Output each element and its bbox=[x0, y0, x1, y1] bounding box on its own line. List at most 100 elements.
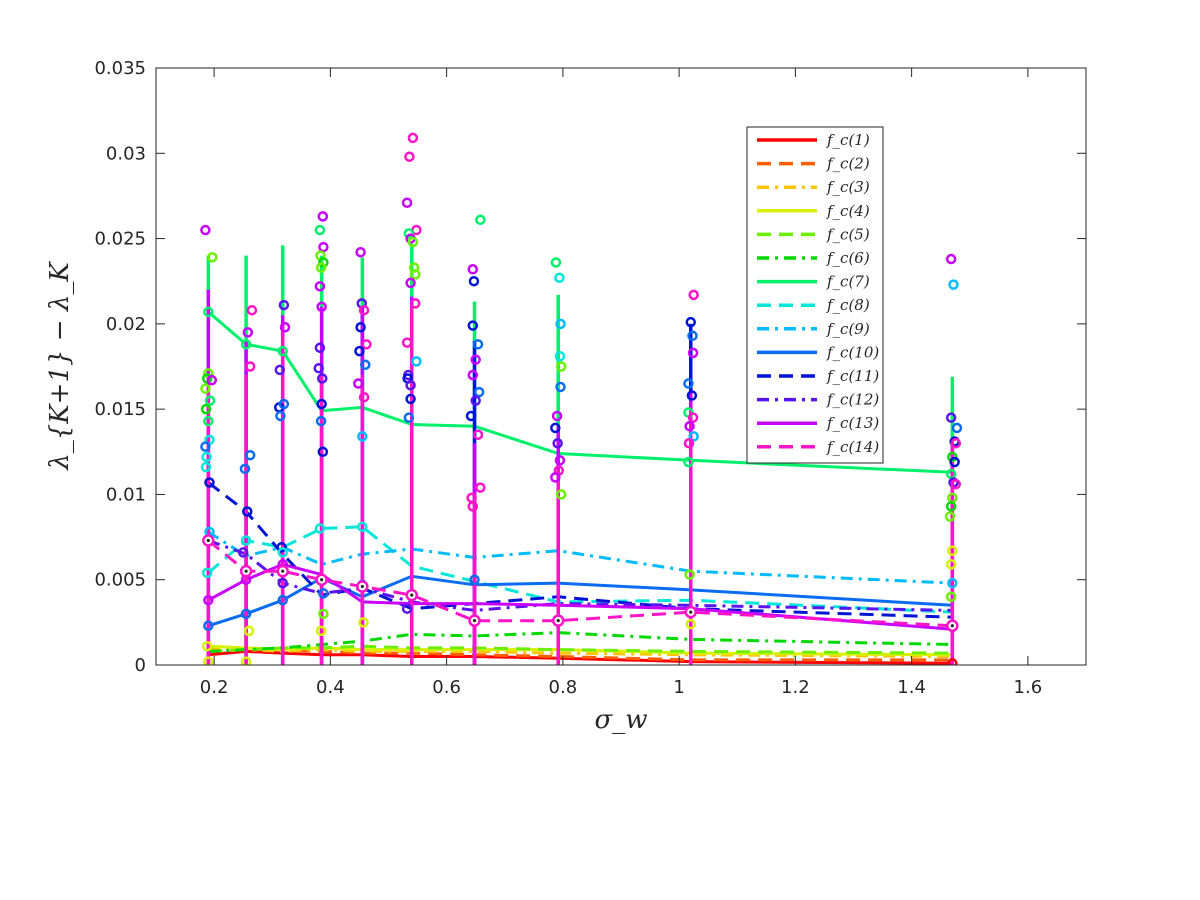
data-point bbox=[203, 656, 214, 665]
legend-label: f_c(13) bbox=[826, 414, 879, 432]
data-point bbox=[200, 383, 211, 394]
data-point bbox=[465, 410, 477, 422]
data-point bbox=[240, 608, 252, 620]
data-point bbox=[318, 608, 329, 620]
data-point bbox=[354, 345, 365, 357]
data-point bbox=[407, 132, 419, 144]
series-line-1 bbox=[208, 649, 953, 665]
legend-label: f_c(3) bbox=[826, 178, 870, 196]
x-tick-label: 1 bbox=[673, 677, 684, 698]
data-point bbox=[555, 361, 567, 372]
plot-layer bbox=[200, 132, 963, 665]
data-point bbox=[554, 351, 566, 362]
series-line-14 bbox=[207, 539, 953, 628]
data-point bbox=[277, 577, 288, 589]
data-point bbox=[467, 369, 479, 381]
x-tick-label: 1.4 bbox=[897, 677, 926, 698]
data-point bbox=[206, 374, 218, 386]
series-line-7 bbox=[207, 310, 953, 474]
data-point bbox=[239, 463, 251, 475]
data-point bbox=[555, 489, 567, 500]
legend-label: f_c(6) bbox=[826, 249, 870, 267]
y-axis-label: λ_{K+1} − λ_K bbox=[45, 261, 75, 471]
data-point bbox=[950, 478, 962, 490]
data-point bbox=[357, 431, 368, 442]
data-point bbox=[683, 438, 695, 449]
data-point bbox=[313, 362, 324, 374]
data-point bbox=[688, 289, 699, 301]
legend-label: f_c(14) bbox=[826, 438, 879, 456]
legend-label: f_c(1) bbox=[826, 131, 870, 149]
legend-label: f_c(7) bbox=[826, 273, 870, 291]
data-point bbox=[472, 339, 484, 350]
data-point bbox=[467, 320, 479, 331]
data-point bbox=[204, 395, 216, 406]
series-14-marker-dot bbox=[950, 624, 954, 628]
data-point bbox=[244, 361, 256, 372]
data-point bbox=[200, 403, 212, 415]
data-point bbox=[401, 603, 413, 614]
y-tick-label: 0.03 bbox=[106, 143, 146, 164]
data-point bbox=[240, 339, 252, 350]
y-tick-label: 0.01 bbox=[106, 484, 146, 505]
data-point bbox=[687, 347, 699, 359]
data-point bbox=[358, 391, 370, 403]
data-point bbox=[404, 151, 415, 162]
series-line-9 bbox=[207, 530, 953, 585]
series-14-marker-dot bbox=[410, 593, 414, 597]
ticks-layer: 0.2 0.4 0.6 0.8 1 1.2 1.4 1.6 0 0.005 0.01 0.015 0.0… bbox=[94, 58, 1086, 698]
series-14-marker-dot bbox=[556, 619, 560, 623]
data-point bbox=[947, 545, 958, 556]
data-point bbox=[203, 415, 214, 427]
data-point bbox=[470, 354, 481, 365]
data-point bbox=[278, 299, 290, 311]
axes-box bbox=[155, 67, 1087, 666]
data-point bbox=[274, 364, 286, 376]
data-point bbox=[401, 337, 413, 348]
data-point bbox=[361, 339, 372, 350]
x-tick-label: 0.8 bbox=[549, 677, 578, 698]
x-tick-label: 1.6 bbox=[1014, 677, 1043, 698]
data-point bbox=[947, 658, 958, 665]
data-point bbox=[687, 412, 699, 423]
data-point bbox=[355, 246, 366, 258]
data-point bbox=[947, 451, 958, 463]
data-point bbox=[203, 620, 214, 632]
data-point bbox=[316, 301, 327, 313]
data-point bbox=[275, 410, 286, 422]
data-point bbox=[551, 410, 563, 422]
data-point bbox=[467, 501, 479, 512]
data-point bbox=[945, 253, 957, 265]
x-tick-label: 0.6 bbox=[432, 677, 461, 698]
data-point bbox=[318, 257, 329, 268]
data-point bbox=[200, 224, 211, 236]
data-point bbox=[355, 322, 366, 333]
data-point bbox=[244, 449, 256, 461]
data-point bbox=[948, 279, 959, 290]
data-point bbox=[554, 455, 566, 466]
data-point bbox=[201, 567, 213, 579]
legend-label: f_c(5) bbox=[826, 225, 870, 243]
data-point bbox=[550, 422, 561, 434]
y-tick-label: 0.005 bbox=[94, 570, 146, 591]
data-point bbox=[947, 577, 958, 589]
data-point bbox=[279, 322, 291, 333]
series-line-3 bbox=[208, 646, 953, 658]
data-point bbox=[405, 393, 416, 405]
data-point bbox=[277, 594, 288, 606]
data-point bbox=[200, 461, 212, 473]
data-point bbox=[315, 415, 327, 427]
data-point bbox=[278, 398, 290, 410]
data-point bbox=[945, 591, 957, 603]
data-point bbox=[470, 395, 481, 406]
data-point bbox=[358, 617, 369, 628]
data-point bbox=[357, 521, 368, 533]
data-point bbox=[411, 356, 422, 367]
data-point bbox=[468, 275, 480, 287]
data-point bbox=[945, 412, 957, 423]
legend-label: f_c(9) bbox=[826, 320, 870, 338]
data-point bbox=[473, 386, 485, 398]
data-point bbox=[403, 228, 415, 239]
data-point bbox=[201, 640, 213, 652]
